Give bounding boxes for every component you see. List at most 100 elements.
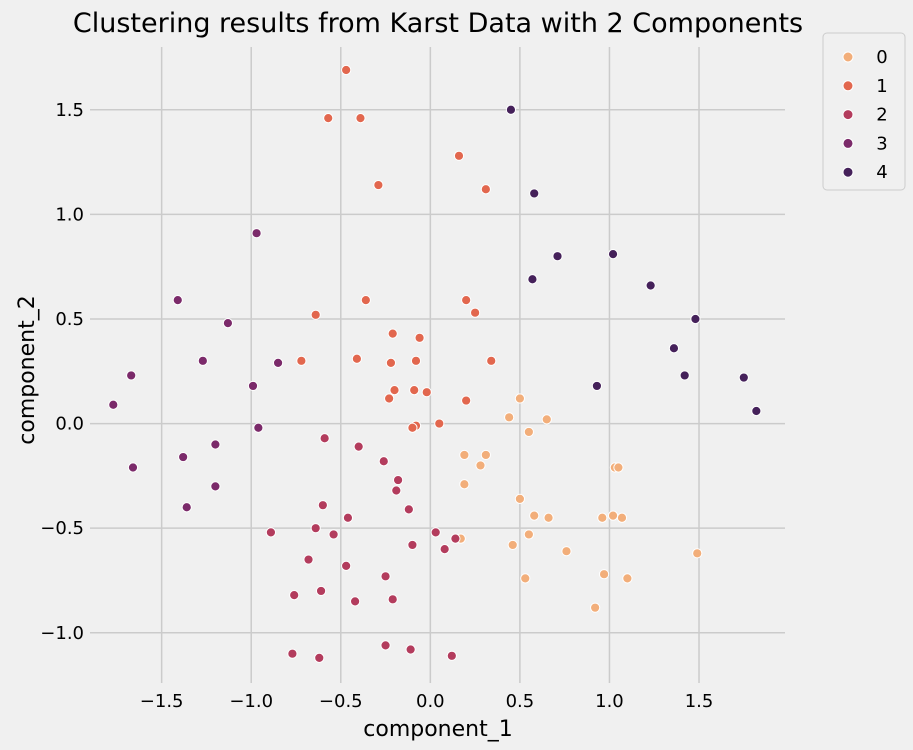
data-point-cluster-3	[108, 399, 119, 410]
data-point-cluster-1	[310, 309, 321, 320]
data-point-cluster-3	[126, 370, 137, 381]
data-point-cluster-3	[181, 502, 192, 513]
data-point-cluster-0	[561, 546, 572, 557]
data-point-cluster-1	[461, 295, 472, 306]
data-point-cluster-4	[738, 372, 749, 383]
data-point-cluster-0	[504, 412, 515, 423]
data-point-cluster-1	[410, 355, 422, 366]
data-point-cluster-0	[507, 539, 518, 551]
data-point-cluster-1	[407, 422, 418, 433]
data-point-cluster-0	[613, 462, 624, 473]
data-point-cluster-2	[287, 648, 298, 659]
data-point-cluster-2	[341, 560, 352, 571]
data-point-cluster-0	[459, 449, 470, 461]
data-point-cluster-2	[315, 585, 327, 597]
data-point-cluster-4	[505, 104, 517, 115]
data-point-cluster-4	[607, 249, 619, 260]
data-point-cluster-2	[317, 500, 328, 511]
x-tick-label: 0.5	[506, 691, 535, 712]
tick-labels: −1.5 −1.0 −0.5 0.0 0.5 1.0 1.5 −1.0 −0.5 0.0 0.5 1.…	[40, 100, 713, 712]
y-tick-label: 1.0	[55, 204, 84, 225]
data-point-cluster-1	[341, 64, 352, 76]
data-point-cluster-4	[529, 188, 540, 199]
y-tick-label: −0.5	[40, 518, 84, 539]
data-point-cluster-0	[480, 449, 491, 461]
x-tick-label: 0.0	[416, 691, 445, 712]
y-tick-label: 1.5	[55, 100, 84, 121]
legend-label-2: 2	[876, 105, 887, 126]
data-point-cluster-2	[380, 571, 391, 582]
legend-marker-0	[842, 51, 854, 63]
data-point-cluster-2	[350, 596, 361, 607]
legend-box	[822, 32, 906, 191]
legend-label-3: 3	[876, 133, 887, 154]
data-point-cluster-2	[303, 554, 314, 565]
legend-label-4: 4	[876, 162, 887, 183]
data-point-cluster-1	[453, 150, 465, 161]
data-point-cluster-4	[751, 405, 762, 417]
data-point-cluster-0	[459, 479, 470, 490]
legend-marker-1	[842, 80, 854, 92]
data-point-cluster-0	[616, 512, 628, 523]
data-point-cluster-0	[529, 510, 540, 521]
data-point-cluster-3	[247, 380, 259, 392]
data-point-cluster-1	[296, 355, 307, 366]
data-point-cluster-2	[353, 441, 364, 452]
data-point-cluster-1	[385, 357, 397, 369]
data-points	[108, 64, 762, 663]
data-point-cluster-1	[421, 387, 432, 398]
data-point-cluster-2	[387, 594, 398, 605]
data-point-cluster-1	[409, 385, 420, 396]
data-point-cluster-2	[289, 590, 300, 601]
legend-marker-2	[842, 109, 854, 121]
data-point-cluster-3	[210, 481, 221, 492]
data-point-cluster-2	[319, 433, 330, 444]
data-point-cluster-0	[607, 510, 619, 521]
data-point-cluster-1	[360, 295, 371, 306]
data-point-cluster-0	[514, 493, 525, 504]
data-point-cluster-1	[323, 113, 334, 124]
data-point-cluster-1	[414, 332, 425, 343]
data-point-cluster-1	[387, 328, 398, 339]
data-point-cluster-2	[380, 640, 391, 651]
data-point-cluster-4	[668, 343, 680, 354]
data-point-cluster-2	[378, 456, 389, 467]
data-point-cluster-1	[461, 395, 472, 406]
data-point-cluster-2	[403, 504, 414, 515]
data-point-cluster-3	[197, 355, 208, 366]
data-point-cluster-4	[690, 313, 701, 325]
data-point-cluster-4	[645, 280, 656, 291]
legend-marker-4	[842, 166, 854, 178]
y-tick-label: 0.5	[55, 309, 84, 330]
data-point-cluster-3	[222, 318, 234, 329]
legend-marker-3	[842, 137, 854, 149]
data-point-cluster-0	[514, 393, 525, 404]
chart-title: Clustering results from Karst Data with …	[73, 8, 803, 39]
data-point-cluster-2	[405, 644, 416, 655]
y-tick-label: −1.0	[40, 623, 84, 644]
data-point-cluster-1	[480, 184, 491, 195]
data-point-cluster-2	[314, 652, 325, 663]
grid-lines	[90, 47, 785, 683]
y-axis-label: component_2	[15, 295, 40, 444]
legend-label-0: 0	[876, 47, 887, 68]
data-point-cluster-2	[450, 533, 461, 544]
data-point-cluster-3	[172, 295, 183, 306]
x-axis-label: component_1	[363, 717, 512, 742]
data-point-cluster-1	[355, 113, 366, 124]
data-point-cluster-2	[328, 529, 339, 540]
data-point-cluster-0	[541, 414, 552, 425]
data-point-cluster-2	[391, 485, 402, 496]
data-point-cluster-4	[679, 370, 690, 381]
data-point-cluster-3	[210, 439, 221, 450]
x-tick-label: 1.0	[595, 691, 624, 712]
data-point-cluster-2	[430, 527, 441, 538]
data-point-cluster-0	[523, 529, 534, 540]
data-point-cluster-1	[470, 307, 481, 318]
data-point-cluster-2	[342, 512, 354, 523]
data-point-cluster-2	[265, 527, 277, 538]
data-point-cluster-4	[591, 380, 603, 392]
data-point-cluster-2	[446, 650, 457, 661]
